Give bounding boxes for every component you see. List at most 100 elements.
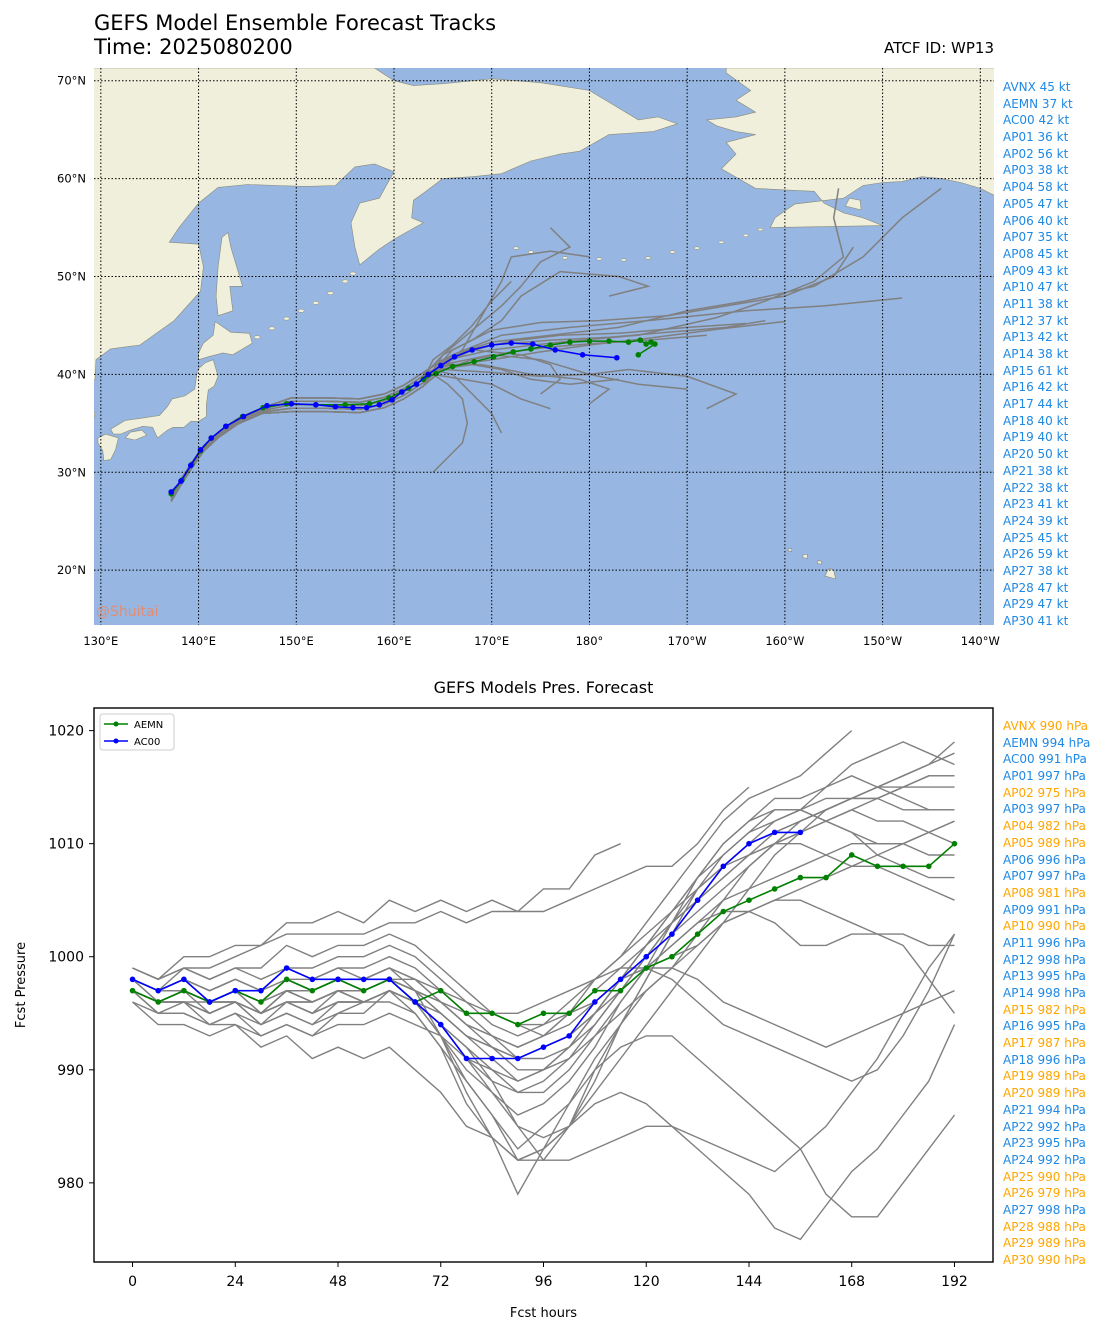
series-point-ac00-17 <box>566 1033 572 1039</box>
aleutian-island-1 <box>527 250 534 254</box>
pressure-value-label-10: AP08 981 hPa <box>1003 885 1086 900</box>
aemn-track-point-15 <box>433 370 439 377</box>
pressure-value-label-12: AP10 990 hPa <box>1003 919 1086 934</box>
ensemble-tracks <box>170 187 942 502</box>
pressure-value-label-3: AP01 997 hPa <box>1003 769 1086 784</box>
ac00-track-point-16 <box>413 381 420 387</box>
track-intensity-label-11: AP09 43 kt <box>1003 263 1069 278</box>
y-tick-label-4: 1020 <box>48 724 84 740</box>
ensemble-line-6 <box>132 741 955 1162</box>
pressure-value-label-23: AP21 994 hPa <box>1003 1102 1086 1117</box>
ensemble-track-15 <box>170 270 651 502</box>
land-kodiak <box>845 197 862 211</box>
track-intensity-label-4: AP02 56 kt <box>1003 146 1069 161</box>
land-kyushu <box>97 433 119 461</box>
ac00-track-point-6 <box>240 413 247 420</box>
pressure-value-label-25: AP23 995 hPa <box>1003 1136 1086 1151</box>
track-intensity-label-22: AP20 50 kt <box>1003 447 1069 462</box>
track-intensity-label-23: AP21 38 kt <box>1003 463 1069 478</box>
ac00-track-point-14 <box>389 397 395 403</box>
aemn-track-point-21 <box>547 342 554 348</box>
series-point-aemn-7 <box>309 987 316 994</box>
figure-title: GEFS Model Ensemble Forecast Tracks <box>94 11 497 35</box>
ensemble-line-21 <box>132 820 955 1026</box>
pressure-value-label-27: AP25 990 hPa <box>1003 1169 1086 1184</box>
y-tick-label-3: 1010 <box>48 837 84 853</box>
pressure-value-label-1: AEMN 994 hPa <box>1003 735 1091 750</box>
map-lon-label-4: 170°E <box>474 634 509 648</box>
series-point-aemn-21 <box>669 953 675 960</box>
map-lon-label-2: 150°E <box>279 634 314 648</box>
series-point-ac00-12 <box>437 1021 444 1028</box>
track-intensity-label-32: AP30 41 kt <box>1003 614 1069 628</box>
ac00-track-point-5 <box>223 423 229 430</box>
pressure-value-label-21: AP19 989 hPa <box>1003 1069 1086 1084</box>
x-tick-label-3: 72 <box>432 1274 450 1290</box>
pressure-value-label-16: AP14 998 hPa <box>1003 986 1086 1000</box>
track-intensity-label-17: AP15 61 kt <box>1003 363 1069 378</box>
series-point-ac00-1 <box>155 987 162 994</box>
track-intensity-label-31: AP29 47 kt <box>1003 597 1069 612</box>
series-point-aemn-27 <box>823 874 829 881</box>
x-tick-label-5: 120 <box>633 1274 660 1290</box>
series-point-ac00-25 <box>771 829 778 836</box>
series-point-aemn-14 <box>489 1010 495 1017</box>
kuril-island-1 <box>268 326 276 331</box>
y-axis-label: Fcst Pressure <box>14 942 29 1028</box>
land-asia <box>94 68 679 419</box>
y-tick-label-2: 1000 <box>48 950 84 966</box>
land-alaska <box>705 68 994 228</box>
legend-marker-ac00 <box>113 738 119 744</box>
x-tick-label-4: 96 <box>535 1274 553 1290</box>
kuril-island-2 <box>283 316 290 321</box>
aemn-track-point-22 <box>567 339 573 345</box>
map-lon-label-1: 140°E <box>181 634 216 648</box>
series-point-aemn-25 <box>771 886 778 892</box>
series-point-aemn-15 <box>515 1021 521 1028</box>
map-lon-label-7: 160°W <box>765 634 804 648</box>
track-intensity-list: AVNX 45 kt AEMN 37 kt AC00 42 kt AP01 36 kt… <box>1003 79 1073 630</box>
ac00-track-point-18 <box>438 362 444 369</box>
x-tick-label-7: 168 <box>838 1274 865 1290</box>
pressure-value-label-20: AP18 996 hPa <box>1003 1052 1086 1067</box>
ac00-track-point-26 <box>614 354 620 361</box>
series-point-aemn-19 <box>617 987 624 994</box>
series-point-ac00-11 <box>412 999 418 1005</box>
pressure-value-label-14: AP12 998 hPa <box>1003 952 1086 967</box>
series-point-aemn-18 <box>592 987 598 994</box>
plot-frame <box>93 707 994 1263</box>
series-point-ac00-6 <box>283 965 290 971</box>
watermark: @Shuitai <box>96 604 159 620</box>
series-point-aemn-20 <box>643 965 650 971</box>
track-intensity-label-13: AP11 38 kt <box>1003 296 1069 311</box>
land-sakhalin <box>215 231 243 317</box>
series-point-ac00-13 <box>463 1055 470 1062</box>
series-point-ac00-24 <box>746 840 752 847</box>
series-point-aemn-23 <box>720 908 727 915</box>
ensemble-line-19 <box>132 843 955 1094</box>
ac00-track-point-3 <box>197 446 204 453</box>
track-intensity-label-14: AP12 37 kt <box>1003 313 1069 328</box>
series-point-aemn-0 <box>129 987 136 994</box>
kuril-island-3 <box>297 308 305 313</box>
series-point-aemn-26 <box>797 874 804 881</box>
ac00-track-point-4 <box>208 435 215 441</box>
ensemble-lines <box>132 730 956 1241</box>
ac00-track-point-9 <box>313 401 319 408</box>
series-point-aemn-9 <box>360 987 367 994</box>
series-point-aemn-16 <box>540 1010 547 1017</box>
x-tick-label-2: 48 <box>329 1274 347 1290</box>
map-lat-label-5: 20°N <box>57 563 86 577</box>
ac00-track-point-25 <box>579 352 586 358</box>
track-intensity-label-8: AP06 40 kt <box>1003 213 1069 228</box>
aleutian-island-2 <box>562 256 568 260</box>
aemn-track-point-10 <box>342 401 348 408</box>
init-time-label: Time: 2025080200 <box>94 35 293 59</box>
aemn-track-point-18 <box>490 353 497 360</box>
pressure-value-label-6: AP04 982 hPa <box>1003 819 1086 834</box>
series-point-aemn-13 <box>463 1010 470 1017</box>
ac00-track-point-0 <box>168 489 174 495</box>
track-intensity-label-16: AP14 38 kt <box>1003 347 1069 361</box>
series-point-aemn-31 <box>925 863 932 870</box>
pressure-value-label-4: AP02 975 hPa <box>1003 785 1086 800</box>
